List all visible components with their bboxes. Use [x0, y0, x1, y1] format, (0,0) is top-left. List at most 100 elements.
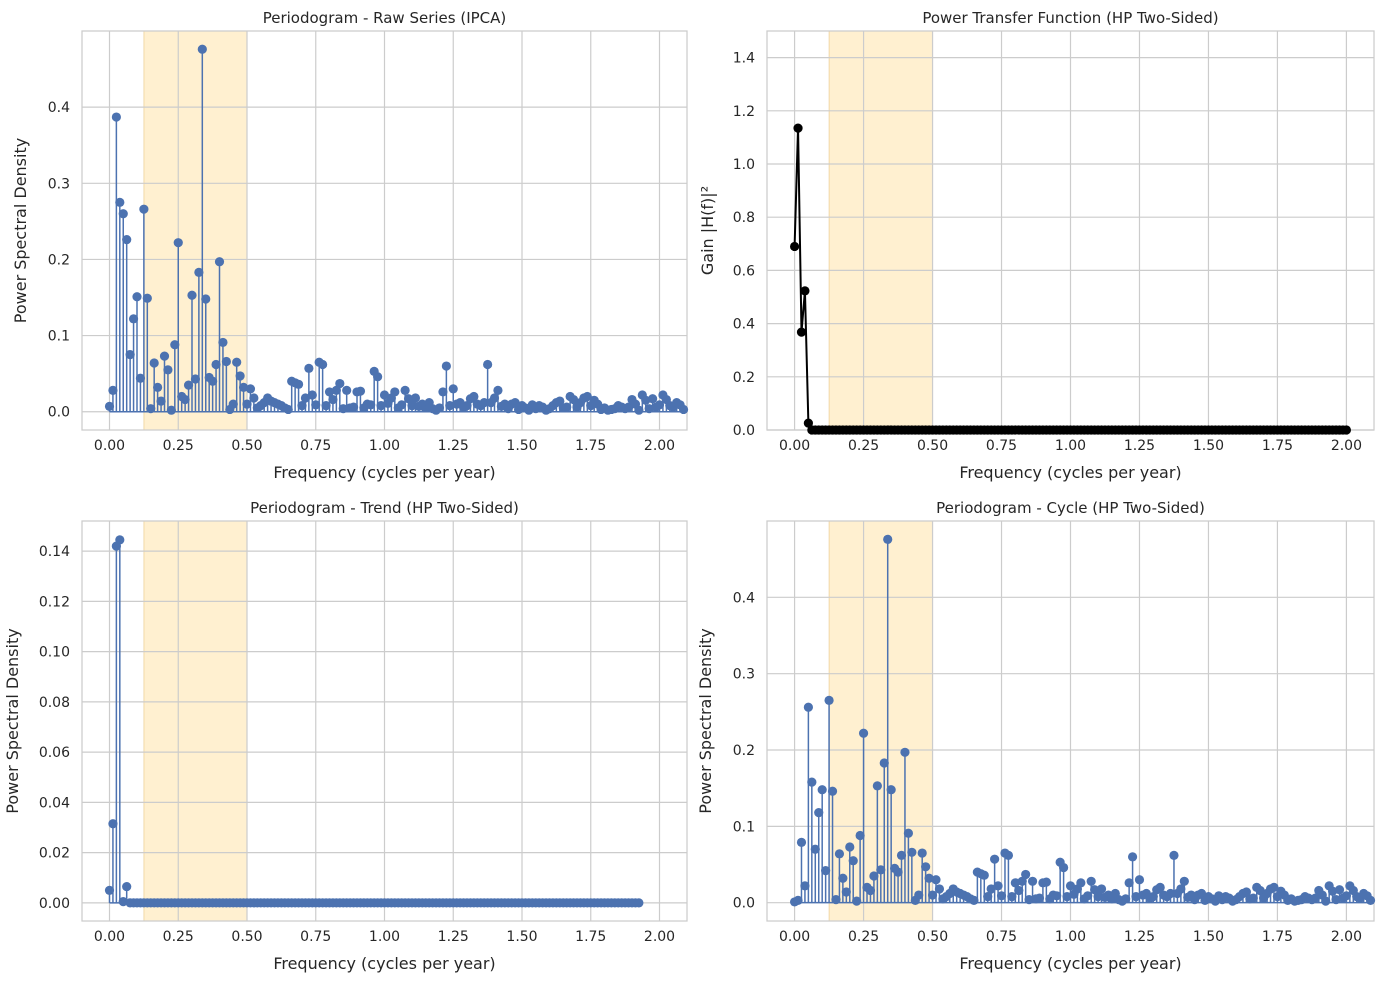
gain-marker [1341, 425, 1352, 435]
stem-marker [993, 881, 1003, 891]
plot-frame [81, 30, 688, 431]
stem-marker [1134, 875, 1145, 885]
stem-marker [582, 391, 592, 402]
stem-marker [1086, 876, 1096, 886]
stem-marker [879, 758, 889, 768]
stem-marker [338, 404, 348, 414]
stem-marker [342, 385, 352, 396]
stem-marker [434, 403, 445, 413]
y-tick-label: 1.2 [733, 104, 755, 120]
stem-marker [848, 856, 858, 866]
stem-marker [118, 897, 128, 907]
y-tick-label: 0.2 [733, 743, 755, 759]
stem-marker [1052, 891, 1062, 901]
y-tick-label: 0.1 [48, 329, 70, 345]
stem-marker [827, 786, 838, 796]
stem-marker [156, 396, 166, 406]
x-tick-label: 0.00 [94, 438, 125, 454]
gain-panel: 0.00 0.25 0.50 0.75 1.00 1.25 1.50 1.75 2.00 0.0 0… [698, 9, 1375, 482]
stem-marker [869, 871, 879, 881]
stem-marker [845, 842, 855, 852]
stem-marker [293, 379, 304, 389]
stem-marker [921, 862, 931, 872]
stem-marker [379, 390, 390, 400]
stem-marker [1176, 884, 1186, 894]
stem-marker [969, 895, 979, 905]
stem-marker [883, 534, 893, 544]
stem-marker [1124, 878, 1134, 888]
stem-marker [814, 808, 824, 818]
stem-marker [108, 385, 118, 396]
stem-marker [821, 866, 831, 876]
stem-marker [1083, 891, 1093, 901]
gain-marker [796, 327, 807, 337]
stem-marker [1328, 886, 1338, 896]
stem-marker [555, 396, 565, 406]
stem-marker [648, 394, 658, 404]
y-axis-label: Power Spectral Density [3, 628, 22, 813]
x-axis-label: Frequency (cycles per year) [273, 954, 495, 973]
stem-marker [111, 112, 121, 122]
stem-marker [214, 257, 225, 267]
y-axis-label: Power Spectral Density [696, 628, 715, 813]
stem-marker [1041, 877, 1051, 887]
stem-marker [163, 365, 173, 375]
x-tick-label: 1.75 [575, 929, 606, 945]
stem-marker [249, 393, 259, 403]
stem-marker [634, 405, 644, 415]
x-tick-label: 2.00 [1331, 438, 1362, 454]
stem-marker [128, 314, 139, 324]
stem-marker [142, 293, 152, 303]
y-tick-label: 0.14 [39, 544, 70, 560]
y-tick-label: 0.1 [733, 819, 755, 835]
x-tick-label: 1.25 [438, 438, 469, 454]
y-tick-label: 0.3 [733, 667, 755, 683]
chart-title: Periodogram - Raw Series (IPCA) [263, 9, 507, 27]
stem-marker [190, 374, 201, 384]
stem-marker [1121, 894, 1131, 904]
stem-marker [242, 399, 252, 409]
stem-marker [1310, 893, 1320, 903]
stem-marker [907, 847, 917, 857]
stem-marker [1007, 891, 1017, 902]
highlight-band [143, 30, 248, 431]
stem-marker [348, 402, 359, 412]
stem-marker [903, 828, 914, 838]
stem-marker [986, 884, 996, 894]
stem-marker [855, 830, 865, 841]
stem-marker [194, 267, 204, 277]
x-tick-label: 1.50 [506, 438, 537, 454]
stem-marker [1341, 891, 1352, 901]
y-tick-label: 0.4 [48, 100, 70, 116]
x-tick-label: 1.75 [575, 438, 606, 454]
stem-marker [654, 400, 665, 410]
x-tick-label: 0.25 [163, 929, 194, 945]
raw-panel: 0.00 0.25 0.50 0.75 1.00 1.25 1.50 1.75 2.00 0.0 0… [11, 9, 689, 482]
stem-marker [1096, 884, 1107, 894]
stem-marker [407, 401, 417, 411]
stem-marker [1255, 885, 1265, 896]
stem-marker [441, 361, 451, 371]
stem-marker [1034, 893, 1045, 903]
y-tick-label: 0.2 [48, 252, 70, 268]
y-tick-label: 0.0 [733, 423, 755, 439]
stem-marker [132, 292, 142, 302]
stem-marker [858, 728, 869, 738]
x-tick-label: 0.25 [163, 438, 194, 454]
stem-marker [201, 294, 211, 304]
x-tick-label: 0.50 [917, 438, 948, 454]
y-tick-label: 0.6 [733, 263, 755, 279]
x-tick-label: 0.75 [300, 438, 331, 454]
stem-marker [1014, 885, 1024, 896]
highlight-band [828, 30, 934, 431]
stem-marker [197, 44, 207, 54]
stem-marker [324, 387, 335, 397]
plot-frame [81, 520, 688, 922]
stem-marker [834, 849, 845, 859]
gain-marker [793, 123, 803, 133]
stem-marker [479, 397, 489, 408]
y-tick-label: 1.0 [733, 157, 755, 173]
x-tick-label: 0.50 [231, 929, 262, 945]
stem-marker [300, 393, 311, 403]
